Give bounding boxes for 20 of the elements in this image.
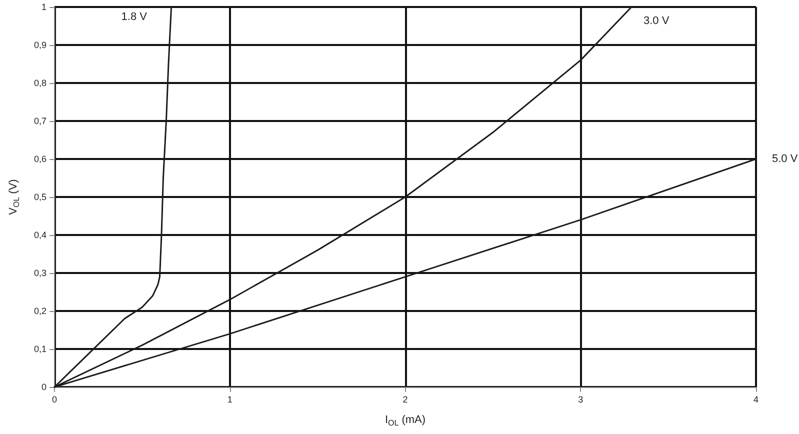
y-tick-label: 0,7 xyxy=(34,116,46,126)
y-tick-label: 0 xyxy=(41,382,46,392)
y-tick-label: 0,8 xyxy=(34,78,46,88)
series-label: 3.0 V xyxy=(643,15,670,27)
x-tick-label: 3 xyxy=(578,394,584,404)
text: 1.8 V xyxy=(121,11,148,23)
y-tick-label: 1 xyxy=(41,2,46,12)
series-label: 5.0 V xyxy=(772,153,798,165)
x-tick-label: 2 xyxy=(402,394,408,404)
x-tick-label: 1 xyxy=(227,394,232,404)
x-tick-label: 4 xyxy=(753,394,759,404)
y-axis-title: VOL (V) xyxy=(8,179,21,215)
x-tick-label: 0 xyxy=(52,394,58,404)
y-tick-label: 0,6 xyxy=(34,154,46,164)
y-tick-label: 0,1 xyxy=(34,344,46,354)
y-tick-label: 0,5 xyxy=(34,192,46,202)
y-tick-label: 0,9 xyxy=(34,40,46,50)
y-tick-label: 0,3 xyxy=(34,268,46,278)
y-tick-label: 0,4 xyxy=(34,230,46,240)
y-tick-label: 0,2 xyxy=(34,306,46,316)
